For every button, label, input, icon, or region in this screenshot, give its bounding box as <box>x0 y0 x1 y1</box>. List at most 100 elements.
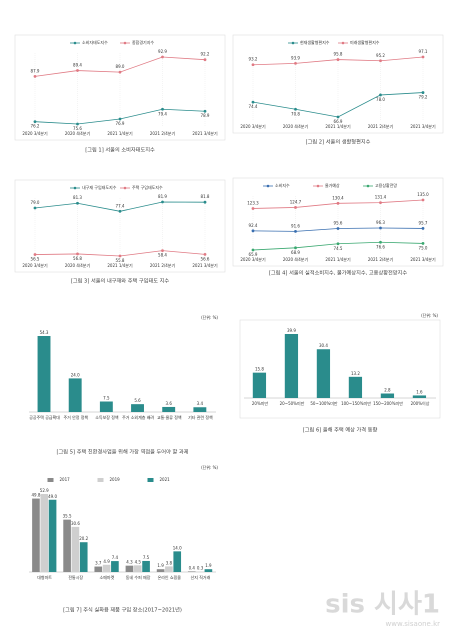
bar <box>102 564 111 572</box>
bar <box>79 542 88 572</box>
bar <box>99 401 113 412</box>
chart-frame <box>14 34 226 141</box>
bar <box>193 407 207 412</box>
bar <box>252 372 267 398</box>
chart-caption: [그림 1] 서울의 소비자태도지수 <box>85 146 155 154</box>
data-point <box>76 252 79 256</box>
data-label: 3.4 <box>197 401 204 406</box>
legend-marker <box>123 186 127 190</box>
data-label: 49.8 <box>31 493 40 498</box>
legend-marker <box>316 184 320 188</box>
legend-label: 미래생활형편지수 <box>350 39 380 45</box>
data-label: 20.2 <box>79 536 88 541</box>
x-tick-label: 온라인 쇼핑몰 <box>158 574 182 580</box>
data-point <box>379 93 382 97</box>
data-label: 0.3 <box>197 566 204 571</box>
x-tick-label: 교통·물류 정책 <box>157 414 182 420</box>
data-point <box>294 107 297 111</box>
x-tick-label: 전통시장 <box>68 574 83 580</box>
data-label: 3.8 <box>166 560 173 565</box>
x-tick-label: 기타 관련 정책 <box>188 414 213 420</box>
x-tick-label: 2021 2/4분기 <box>368 256 394 262</box>
bar <box>162 406 176 412</box>
data-point <box>379 59 382 63</box>
x-tick-label: 2020 4/4분기 <box>283 256 309 262</box>
x-tick-label: 동네 수퍼 매장 <box>126 574 151 580</box>
data-point <box>421 198 425 202</box>
data-label: 39.9 <box>287 328 296 333</box>
x-tick-label: 공공주택 공급확대 <box>29 414 60 420</box>
legend-marker <box>291 41 295 45</box>
data-label: 1.6 <box>416 389 423 394</box>
x-tick-label: 2021 3/4분기 <box>410 123 436 129</box>
data-label: 2.8 <box>384 388 391 393</box>
data-label: 13.2 <box>351 371 360 376</box>
bar <box>63 519 71 572</box>
chart-frame <box>232 177 444 267</box>
data-label: 130.4 <box>332 195 344 200</box>
data-label: 4.3 <box>126 560 133 565</box>
data-point <box>294 246 297 250</box>
unit-label: (단위: %) <box>201 464 218 470</box>
data-point <box>294 230 297 233</box>
chart-caption: [그림 6] 올해 주택 예상 가격 동향 <box>303 426 378 434</box>
data-point <box>251 229 255 233</box>
x-tick-label: 2021 1/4분기 <box>107 130 133 136</box>
data-point <box>33 253 37 256</box>
data-point <box>33 120 37 124</box>
chart-caption: [그림 7] 주식 실화용 제품 구입 장소(2017~2021년) <box>63 606 182 614</box>
x-tick-label: 2021 2/4분기 <box>150 262 176 268</box>
bar <box>165 566 173 572</box>
data-label: 96.3 <box>376 220 385 225</box>
x-tick-label: 100~150%미만 <box>341 400 371 406</box>
data-point <box>251 100 255 104</box>
x-tick-label: 2020 3/4분기 <box>240 123 266 129</box>
data-label: 74.4 <box>249 104 258 109</box>
data-label: 4.5 <box>135 559 142 564</box>
x-tick-label: 2021 2/4분기 <box>368 123 394 129</box>
data-point <box>421 55 425 59</box>
data-label: 75.0 <box>419 245 428 250</box>
bar <box>412 395 427 398</box>
data-label: 5.6 <box>134 398 141 403</box>
data-label: 89.4 <box>73 63 82 68</box>
chart-frame <box>232 34 444 134</box>
bar <box>131 404 144 412</box>
data-point <box>33 206 37 210</box>
data-point <box>251 63 255 67</box>
data-label: 55.8 <box>116 258 125 263</box>
data-point <box>336 227 340 230</box>
data-point <box>379 240 382 244</box>
data-label: 1.9 <box>157 563 164 568</box>
data-label: 1.9 <box>205 563 212 568</box>
bar <box>125 565 134 572</box>
chart-caption: [그림 5] 주택 친환경사업을 위해 가장 역점을 두어야 할 과제 <box>57 448 189 456</box>
data-label: 79.4 <box>158 111 167 116</box>
legend-marker <box>341 41 345 45</box>
data-label: 56.5 <box>31 257 40 262</box>
data-label: 35.5 <box>63 514 72 519</box>
x-tick-label: 2021 1/4분기 <box>325 256 351 262</box>
chart-frame <box>239 319 441 419</box>
data-label: 75.6 <box>73 126 82 131</box>
bar <box>37 336 51 412</box>
x-tick-label: 2021 1/4분기 <box>107 262 133 268</box>
data-point <box>336 115 340 119</box>
chart-frame <box>14 179 226 273</box>
chart-caption: [그림 4] 서울의 실적소비지수, 물가예상지수, 고용상황전망지수 <box>269 269 407 277</box>
legend-label: 내구재 구입태도지수 <box>82 184 117 190</box>
data-label: 76.9 <box>116 121 125 126</box>
legend-marker <box>366 184 370 188</box>
x-tick-label: 2021 3/4분기 <box>410 256 436 262</box>
x-tick-label: 대형마트 <box>37 574 52 580</box>
data-label: 14.0 <box>173 545 182 550</box>
legend-label: 물가예상 <box>325 182 340 188</box>
bar <box>48 499 57 572</box>
unit-label: (단위: %) <box>201 314 218 320</box>
legend-marker <box>266 184 270 188</box>
data-label: 92.9 <box>158 49 167 54</box>
bar <box>133 565 142 572</box>
x-tick-label: 소득보장 정책 <box>95 414 119 420</box>
legend-label: 소비자태도지수 <box>82 39 108 45</box>
bar <box>94 566 103 572</box>
